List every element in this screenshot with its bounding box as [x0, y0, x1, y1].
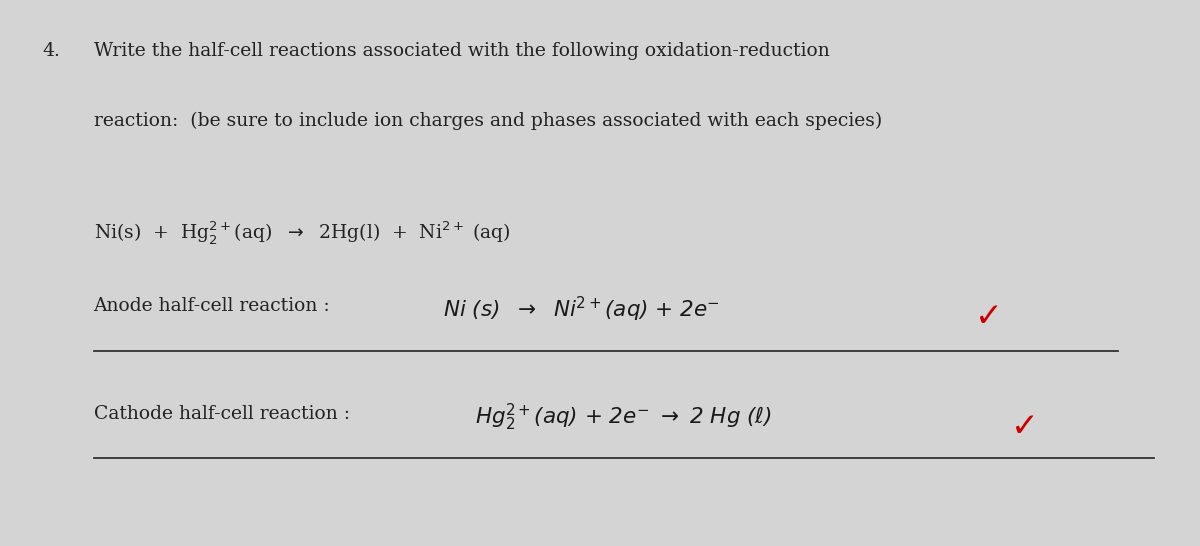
Text: ✓: ✓ [1012, 410, 1039, 443]
Text: 4.: 4. [42, 42, 60, 60]
Text: reaction:  (be sure to include ion charges and phases associated with each speci: reaction: (be sure to include ion charge… [94, 112, 882, 130]
Text: Cathode half-cell reaction :: Cathode half-cell reaction : [94, 405, 355, 423]
Text: Ni(s)  +  Hg$_2^{2+}$(aq)  $\rightarrow$  2Hg(l)  +  Ni$^{2+}$ (aq): Ni(s) + Hg$_2^{2+}$(aq) $\rightarrow$ 2H… [94, 219, 510, 246]
Text: Hg$_2^{2+}$(aq) + 2e$^{-}$ $\rightarrow$ 2 Hg ($\ell$): Hg$_2^{2+}$(aq) + 2e$^{-}$ $\rightarrow$… [475, 402, 772, 433]
Text: Anode half-cell reaction :: Anode half-cell reaction : [94, 297, 336, 315]
Text: Ni (s)  $\rightarrow$  Ni$^{2+}$(aq) + 2e$^{-}$: Ni (s) $\rightarrow$ Ni$^{2+}$(aq) + 2e$… [443, 294, 720, 324]
Text: Write the half-cell reactions associated with the following oxidation-reduction: Write the half-cell reactions associated… [94, 42, 829, 60]
Text: ✓: ✓ [976, 300, 1003, 333]
